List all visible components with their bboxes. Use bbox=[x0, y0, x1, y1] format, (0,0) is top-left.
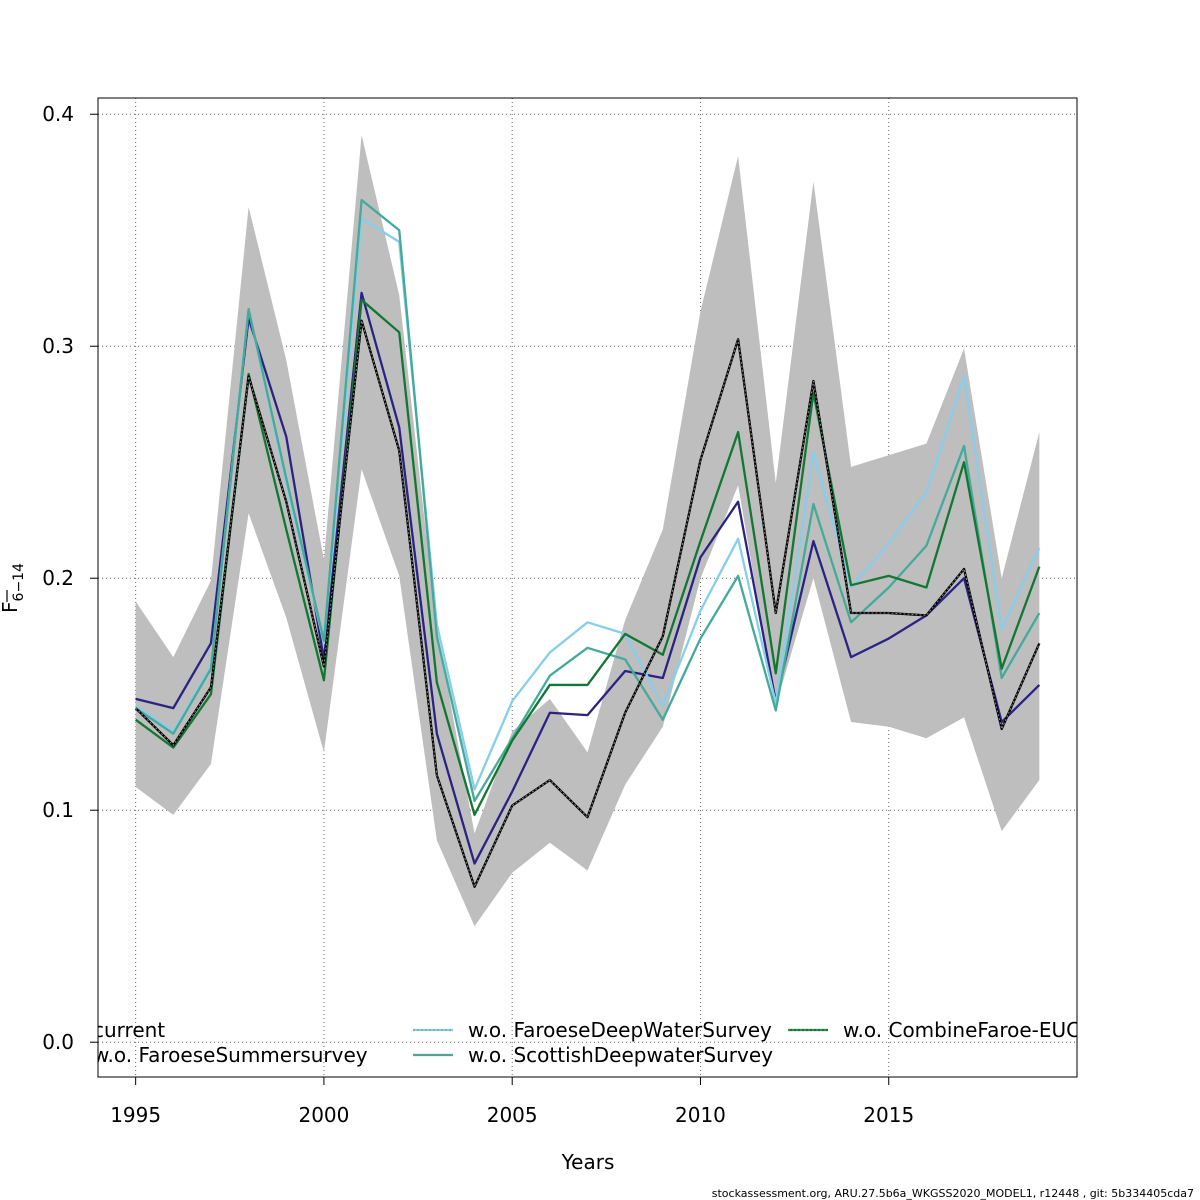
confidence-band-area bbox=[135, 135, 1040, 927]
series-w-o-combinefaroe-euc bbox=[134, 298, 1041, 817]
legend-item-w-o-scottishdeepwatersurvey: w.o. ScottishDeepwaterSurvey bbox=[413, 1043, 773, 1067]
x-tick-label-2000: 2000 bbox=[298, 1103, 349, 1127]
series-w-o-faroesesummersurvey bbox=[135, 291, 1041, 865]
svg-text:F6−14: F6−14 bbox=[0, 563, 27, 613]
plot-frame bbox=[97, 97, 1078, 1078]
y-tick-label-0.1: 0.1 bbox=[42, 798, 74, 822]
y-tick-label-0.3: 0.3 bbox=[42, 334, 74, 358]
legend-label-w-o-combinefaroe-euc: w.o. CombineFaroe-EUC bbox=[843, 1018, 1080, 1042]
y-axis-title-sub: 6−14 bbox=[11, 563, 27, 602]
confidence-band bbox=[135, 135, 1040, 927]
series-lines bbox=[134, 198, 1041, 889]
x-tick-label-2005: 2005 bbox=[487, 1103, 538, 1127]
legend-label-w-o-faroesedeepwatersurvey: w.o. FaroeseDeepWaterSurvey bbox=[468, 1018, 772, 1042]
y-axis-title: F6−14 bbox=[0, 563, 27, 613]
series-line-dash-current bbox=[135, 320, 1040, 889]
legend-label-w-o-scottishdeepwatersurvey: w.o. ScottishDeepwaterSurvey bbox=[468, 1043, 773, 1067]
series-current bbox=[134, 319, 1041, 889]
y-tick-label-0: 0.0 bbox=[42, 1030, 74, 1054]
y-tick-label-0.2: 0.2 bbox=[42, 566, 74, 590]
y-axis-title-main: F bbox=[0, 601, 22, 613]
legend-item-current: current bbox=[93, 1018, 165, 1042]
x-axis-title: Years bbox=[561, 1150, 615, 1174]
legend-item-w-o-faroesedeepwatersurvey: w.o. FaroeseDeepWaterSurvey bbox=[413, 1018, 772, 1042]
series-w-o-scottishdeepwatersurvey bbox=[135, 198, 1041, 803]
x-tick-label-1995: 1995 bbox=[110, 1103, 161, 1127]
series-line-w-o-scottishdeepwatersurvey bbox=[135, 198, 1041, 803]
legend-item-w-o-faroesesummersurvey: w.o. FaroeseSummersurvey bbox=[93, 1043, 368, 1067]
y-axis: 0.0 0.1 0.2 0.3 0.4 bbox=[42, 102, 98, 1054]
x-axis: 1995 2000 2005 2010 2015 bbox=[110, 1077, 914, 1127]
x-tick-label-2010: 2010 bbox=[675, 1103, 726, 1127]
series-line-w-o-combinefaroe-euc bbox=[134, 298, 1041, 817]
legend-label-w-o-faroesesummersurvey: w.o. FaroeseSummersurvey bbox=[93, 1043, 368, 1067]
legend-label-current: current bbox=[93, 1018, 165, 1042]
x-tick-label-2015: 2015 bbox=[863, 1103, 914, 1127]
series-line-w-o-faroesesummersurvey bbox=[135, 291, 1041, 865]
caption: stockassessment.org, ARU.27.5b6a_WKGSS20… bbox=[712, 1187, 1194, 1200]
legend-item-w-o-combinefaroe-euc: w.o. CombineFaroe-EUC bbox=[788, 1018, 1080, 1042]
y-tick-label-0.4: 0.4 bbox=[42, 102, 74, 126]
